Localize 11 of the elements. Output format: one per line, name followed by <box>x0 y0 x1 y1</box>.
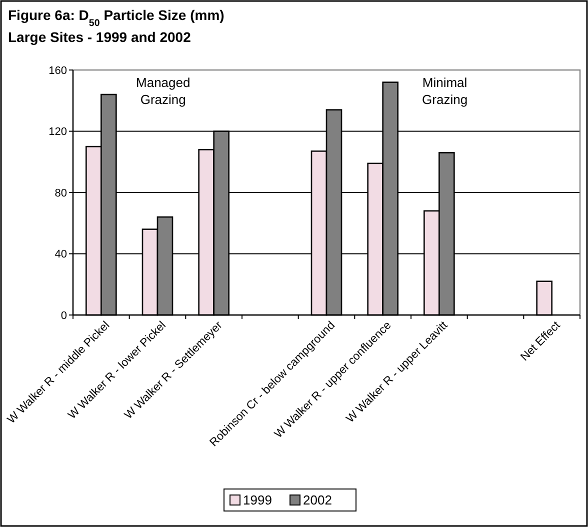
annotation: Minimal Grazing <box>422 75 468 107</box>
y-tick-label: 160 <box>48 64 67 77</box>
y-tick-label: 40 <box>54 248 67 261</box>
chart-title: Figure 6a: D$_{50}$ Particle Size (mm) <box>8 7 224 28</box>
annotation: Managed Grazing <box>136 75 190 107</box>
y-tick-label: 0 <box>60 310 67 322</box>
y-tick-label: 120 <box>48 126 67 138</box>
chart-subtitle: Large Sites - 1999 and 2002 <box>8 29 192 45</box>
legend-label: 1999 <box>243 492 272 508</box>
legend-label: 2002 <box>303 492 332 508</box>
y-tick-label: 80 <box>54 187 67 200</box>
